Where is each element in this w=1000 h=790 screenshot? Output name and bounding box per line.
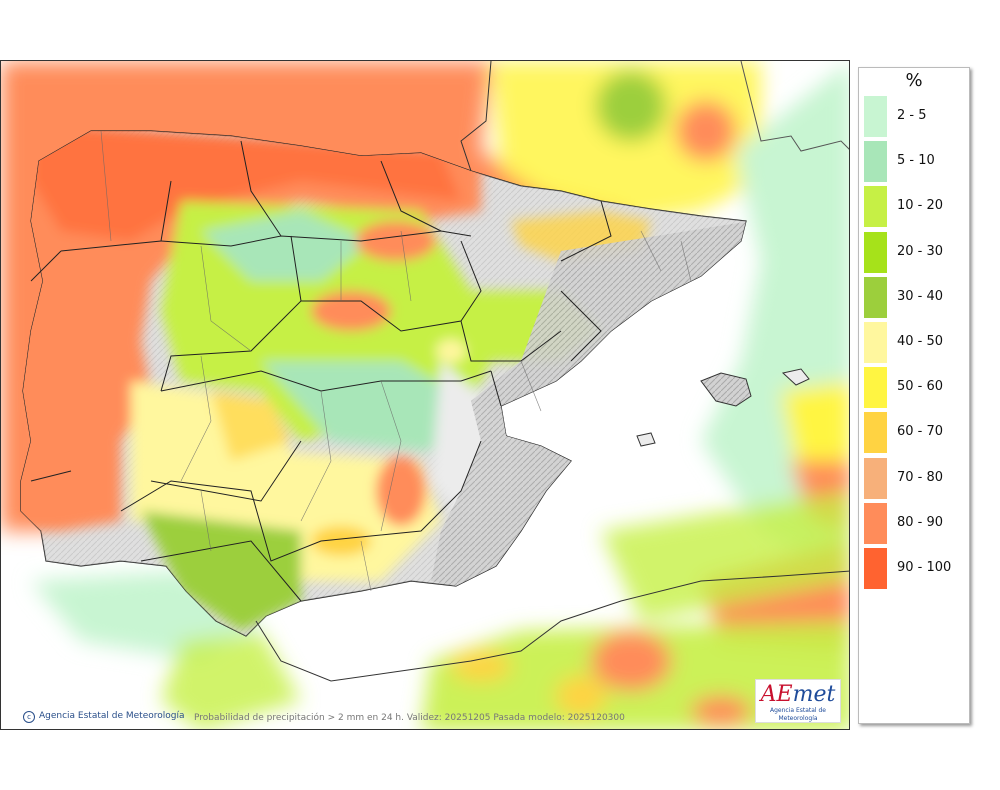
legend-swatch	[864, 321, 887, 363]
north-africa-coast	[255, 570, 849, 682]
agency-credit-text: Agencia Estatal de Meteorología	[39, 711, 185, 721]
legend-swatch	[864, 367, 887, 409]
legend-label: 80 - 90	[897, 514, 944, 530]
gulf-of-lion-coast	[740, 61, 849, 152]
legend-swatch	[864, 502, 887, 544]
legend-label: 10 - 20	[897, 198, 944, 214]
legend-swatch	[864, 96, 887, 137]
map-caption: Probabilidad de precipitación > 2 mm en …	[194, 713, 625, 723]
legend-label: 30 - 40	[897, 288, 944, 304]
legend-unit: %	[905, 70, 923, 91]
legend-swatch	[864, 457, 887, 499]
map-canvas	[1, 61, 849, 729]
legend-swatch	[864, 141, 887, 183]
region-borders	[30, 140, 612, 602]
france-coast	[460, 61, 492, 172]
aemet-logo: AEmet Agencia Estatal de Meteorología	[755, 679, 841, 723]
legend-swatch	[864, 412, 887, 454]
province-borders	[100, 130, 692, 592]
legend-swatch	[864, 231, 887, 273]
legend-label: 50 - 60	[897, 379, 944, 395]
legend-swatch	[864, 276, 887, 318]
legend-label: 40 - 50	[897, 333, 944, 349]
legend-label: 60 - 70	[897, 424, 944, 440]
legend-label: 2 - 5	[897, 108, 927, 123]
aemet-logo-subtitle: Agencia Estatal de Meteorología	[769, 707, 826, 722]
agency-credit: c Agencia Estatal de Meteorología	[23, 711, 185, 723]
balearic-islands	[636, 368, 810, 447]
legend-label: 70 - 80	[897, 469, 944, 485]
legend-swatch	[864, 186, 887, 228]
legend-swatch	[864, 547, 887, 589]
legend-panel: % 2 - 5 5 - 10 10 - 20 20 - 30 30 - 40 40 - 5…	[858, 67, 970, 724]
legend-label: 90 - 100	[897, 559, 952, 575]
legend-label: 5 - 10	[897, 153, 935, 169]
legend-label: 20 - 30	[897, 243, 944, 259]
precipitation-map: c Agencia Estatal de Meteorología Probabi…	[0, 60, 850, 730]
aemet-logo-mark: AEmet	[760, 682, 836, 707]
copyright-icon: c	[23, 711, 35, 723]
